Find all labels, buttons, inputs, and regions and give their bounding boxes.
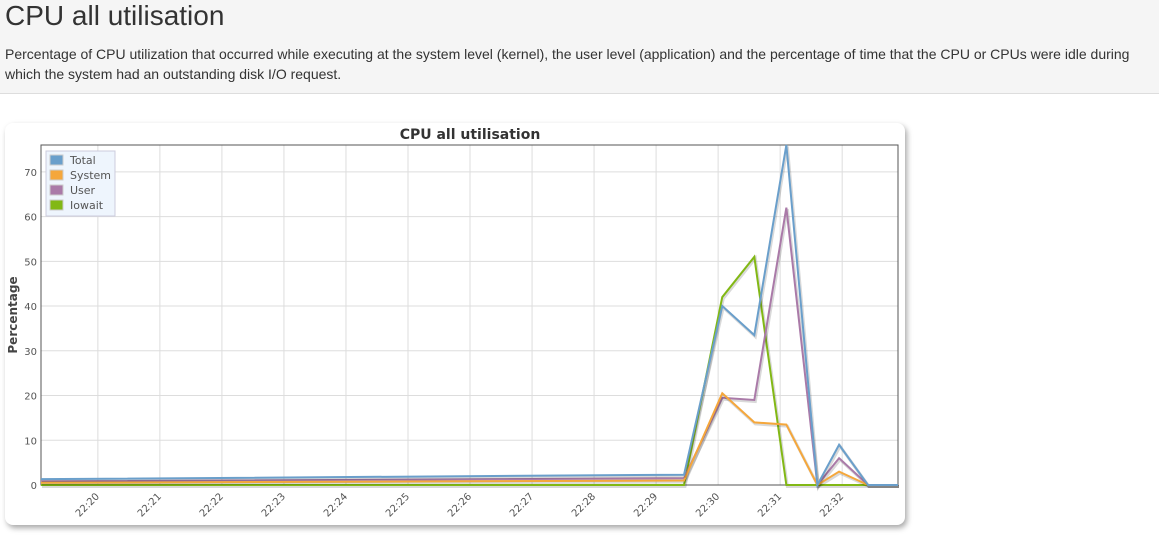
chart-card: CPU all utilisation 0 10 20 30 40 50 60 70 22:20 2… [5,123,905,525]
page-description: Percentage of CPU utilization that occur… [5,46,1130,82]
y-tick-label: 0 [31,481,37,492]
x-tick-label: 22:25 [384,491,412,519]
x-tick-label: 22:26 [446,491,474,519]
x-tick-label: 22:22 [198,491,226,519]
legend: Total System User Iowait [45,150,116,217]
y-tick-label: 40 [24,302,37,313]
series-line-total [40,144,898,489]
y-tick-label: 20 [24,392,37,403]
legend-swatch-iowait [49,199,64,211]
x-tick-label: 22:24 [322,491,350,519]
y-tick-label: 50 [24,257,37,268]
series-line-iowait [41,254,898,486]
x-tick-label: 22:28 [570,491,598,519]
chart-title: CPU all utilisation [400,127,541,143]
x-tick-label: 22:23 [260,491,288,519]
series-line-system [40,391,898,487]
x-tick-label: 22:32 [818,491,846,519]
legend-label: System [70,169,111,182]
cpu-chart: CPU all utilisation 0 10 20 30 40 50 60 70 22:20 2… [6,127,899,520]
series-shadow [42,254,899,488]
x-tick-label: 22:20 [74,491,102,519]
y-tick-label: 10 [24,436,37,447]
page-title: CPU all utilisation [5,0,225,31]
x-tick-label: 22:31 [756,491,784,519]
y-tick-label: 60 [24,213,37,224]
legend-label: Total [69,154,96,167]
legend-swatch-system [49,169,64,181]
page-header: CPU all utilisation Percentage of CPU ut… [0,0,1159,94]
x-tick-label: 22:29 [632,491,660,519]
x-tick-label: 22:21 [136,491,164,519]
legend-swatch-total [49,154,64,166]
legend-label: User [70,184,96,197]
legend-swatch-user [49,184,64,196]
legend-label: Iowait [70,199,104,212]
y-tick-label: 70 [24,168,37,179]
x-tick-label: 22:27 [508,491,536,519]
x-tick-label: 22:30 [694,491,722,519]
y-axis-label: Percentage [6,276,20,353]
y-tick-label: 30 [24,347,37,358]
